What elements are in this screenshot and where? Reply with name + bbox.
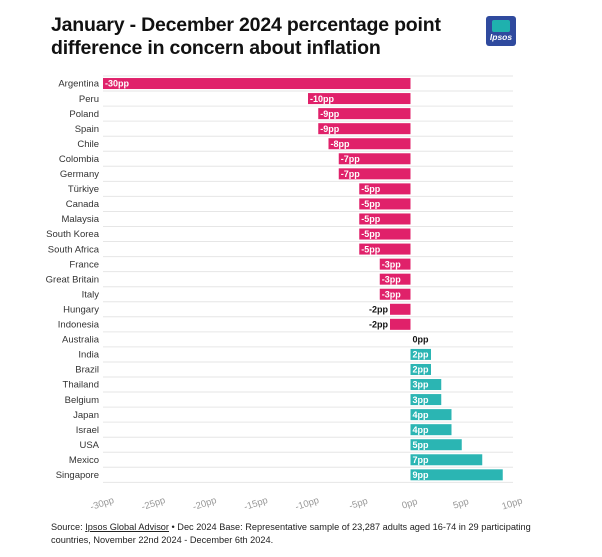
x-tick-label: 0pp — [400, 496, 418, 510]
data-label: 3pp — [413, 380, 430, 390]
category-label: USA — [79, 440, 99, 451]
category-label: Japan — [73, 410, 99, 421]
data-label: -7pp — [341, 169, 361, 179]
category-label: Italy — [82, 289, 100, 300]
data-label: -8pp — [331, 139, 351, 149]
category-label: Indonesia — [58, 320, 100, 331]
bar — [338, 153, 411, 165]
category-label: Türkiye — [68, 184, 99, 195]
x-tick-label: 10pp — [500, 495, 524, 510]
bar — [318, 123, 411, 135]
bar — [379, 288, 411, 300]
data-label: 4pp — [413, 425, 430, 435]
data-label: -5pp — [361, 214, 381, 224]
bar — [410, 348, 431, 360]
category-label: Malaysia — [62, 214, 100, 225]
logo-mark-icon — [492, 20, 510, 32]
category-label: France — [69, 259, 99, 270]
category-label: Singapore — [56, 470, 99, 481]
category-label: Israel — [76, 425, 99, 436]
category-label: Chile — [77, 139, 99, 150]
data-label: -9pp — [320, 124, 340, 134]
data-label: -7pp — [341, 154, 361, 164]
bar — [379, 273, 411, 285]
data-label: 3pp — [413, 395, 430, 405]
bar — [328, 138, 411, 150]
category-label: Poland — [69, 109, 99, 120]
data-label: -5pp — [361, 244, 381, 254]
category-label: Hungary — [63, 304, 99, 315]
bar-chart: -30pp -25pp -20pp -15pp -10pp -5pp 0pp 5pp 10pp A… — [46, 75, 524, 510]
category-label: Colombia — [59, 154, 100, 165]
bar — [390, 303, 411, 315]
data-label: 5pp — [413, 440, 430, 450]
bar — [410, 394, 442, 406]
bar — [379, 258, 411, 270]
bar — [338, 168, 411, 180]
data-label: 2pp — [413, 350, 430, 360]
bar — [410, 379, 442, 391]
category-label: Canada — [66, 199, 100, 210]
category-label: Argentina — [58, 79, 99, 90]
x-tick-label: -5pp — [348, 496, 369, 510]
data-label: -3pp — [382, 274, 402, 284]
logo-text: Ipsos — [489, 32, 513, 42]
bar — [318, 108, 411, 120]
data-label: -2pp — [369, 320, 389, 330]
data-label: 7pp — [413, 455, 430, 465]
data-label: 9pp — [413, 470, 430, 480]
category-label: India — [78, 350, 99, 361]
bar — [410, 454, 483, 466]
bar — [359, 243, 411, 255]
bar — [103, 78, 411, 90]
bar — [410, 424, 452, 436]
data-label: 0pp — [413, 335, 430, 345]
bar — [410, 409, 452, 421]
x-tick-label: -20pp — [191, 495, 218, 510]
bar — [359, 213, 411, 225]
x-tick-label: 5pp — [452, 496, 470, 510]
bar — [410, 363, 431, 375]
data-label: -10pp — [310, 94, 335, 104]
data-label: -5pp — [361, 184, 381, 194]
data-label: 4pp — [413, 410, 430, 420]
bar — [410, 439, 462, 451]
x-tick-label: -25pp — [140, 495, 167, 510]
x-tick-label: -30pp — [89, 495, 116, 510]
category-label: Australia — [62, 335, 100, 346]
bar — [390, 318, 411, 330]
source-text: • Dec 2024 Base: Representative sample o… — [51, 522, 531, 545]
category-label: Spain — [75, 124, 99, 135]
data-label: -5pp — [361, 199, 381, 209]
category-label: South Korea — [46, 229, 100, 240]
data-label: -9pp — [320, 109, 340, 119]
category-label: Great Britain — [46, 274, 99, 285]
category-label: Mexico — [69, 455, 99, 466]
category-label: South Africa — [48, 244, 100, 255]
data-label: -3pp — [382, 289, 402, 299]
data-label: -30pp — [105, 79, 130, 89]
ipsos-logo: Ipsos — [486, 16, 516, 46]
category-label: Germany — [60, 169, 99, 180]
chart-title: January - December 2024 percentage point… — [51, 14, 441, 59]
data-label: 2pp — [413, 365, 430, 375]
bar — [410, 469, 503, 481]
bar — [308, 93, 411, 105]
category-label: Peru — [79, 94, 99, 105]
source-link[interactable]: Ipsos Global Advisor — [85, 522, 169, 532]
category-label: Thailand — [63, 380, 99, 391]
x-tick-label: -15pp — [243, 495, 270, 510]
data-label: -3pp — [382, 259, 402, 269]
source-note: Source: Ipsos Global Advisor • Dec 2024 … — [51, 521, 551, 547]
data-label: -5pp — [361, 229, 381, 239]
bar — [359, 198, 411, 210]
category-label: Belgium — [65, 395, 99, 406]
bar — [359, 183, 411, 195]
x-tick-label: -10pp — [294, 495, 321, 510]
data-label: -2pp — [369, 304, 389, 314]
category-label: Brazil — [75, 365, 99, 376]
source-prefix: Source: — [51, 522, 86, 532]
bar — [359, 228, 411, 240]
